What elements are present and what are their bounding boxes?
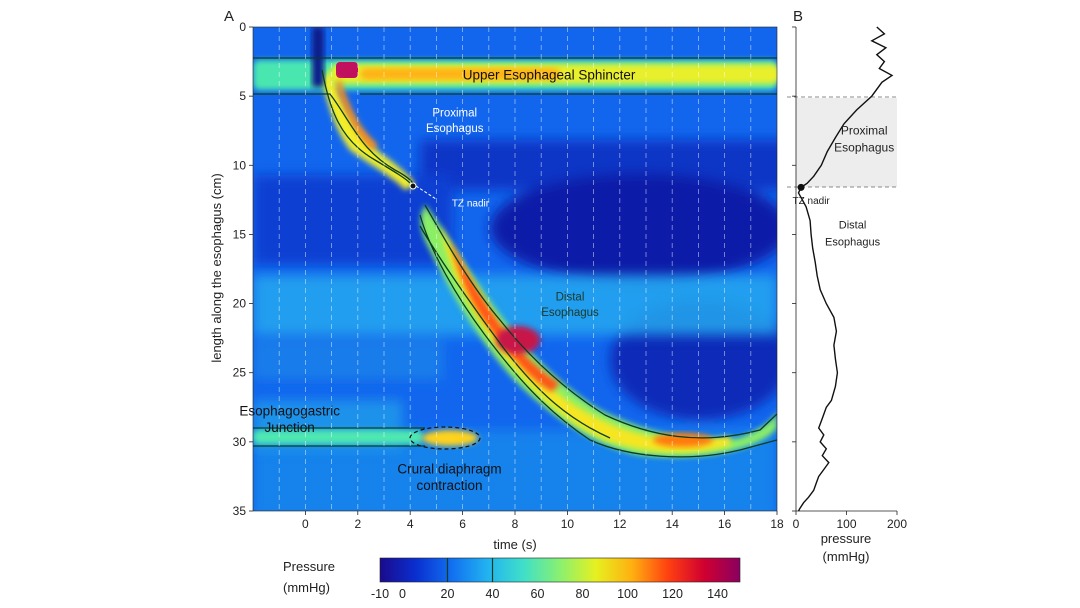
crural-diaphragm-ellipse: [409, 426, 481, 450]
profile-region-label: Distal: [839, 220, 867, 232]
time-tick-label: 12: [613, 517, 627, 531]
proximal-region-shade: [796, 98, 897, 187]
heatmap-annotation-label: Proximal: [432, 108, 477, 120]
length-tick-label: 5: [239, 89, 246, 103]
length-tick-label: 0: [239, 20, 246, 34]
profile-x-ticks: 0 100 200: [793, 511, 907, 531]
time-axis-ticks: 0 2 4 6 8 10 12 14 16 18: [302, 511, 784, 531]
time-tick-label: 8: [512, 517, 519, 531]
time-tick-label: 0: [302, 517, 309, 531]
colorbar-title: Pressure: [283, 559, 335, 574]
colorbar-tick-label: 80: [576, 587, 590, 601]
colorbar-tick-label: 40: [486, 587, 500, 601]
heatmap-annotation-label: Esophagus: [426, 123, 484, 135]
length-tick-label: 25: [233, 366, 247, 380]
colorbar-tick-label: 140: [707, 587, 728, 601]
time-tick-label: 16: [718, 517, 732, 531]
profile-region-label: Proximal: [841, 124, 888, 138]
heatmap-annotation-label: Crural diaphragm: [397, 462, 501, 477]
pressure-colorbar: Pressure (mmHg) -10 0 20 40 60 80 100 120 140: [283, 557, 741, 601]
profile-region-label: Esophagus: [825, 236, 881, 248]
tz-nadir-leader: [415, 185, 437, 200]
heatmap-proximal-wave-core: [336, 78, 378, 150]
heatmap-annotation-label: Upper Esophageal Sphincter: [463, 67, 636, 82]
heatmap-annotation-label: Esophagogastric: [239, 403, 340, 418]
heatmap-annotation-label: Esophagus: [541, 307, 599, 319]
profile-x-label: pressure: [821, 531, 872, 546]
time-tick-label: 6: [459, 517, 466, 531]
colorbar-tick-label: 100: [617, 587, 638, 601]
colorbar-tick-label: -10: [371, 587, 389, 601]
length-tick-label: 20: [233, 297, 247, 311]
heatmap-egj: [253, 430, 423, 444]
colorbar-tick-label: 20: [441, 587, 455, 601]
length-tick-label: 35: [233, 504, 247, 518]
heatmap-annotation-label: TZ nadir: [452, 199, 490, 210]
profile-region-labels: Proximal Esophagus TZ nadir Distal Esophagus: [793, 124, 895, 249]
heatmap-annotation-label: Distal: [556, 292, 585, 304]
profile-region-label: TZ nadir: [793, 196, 831, 207]
length-axis-ticks: 0 5 10 15 20 25 30 35: [233, 20, 253, 518]
time-tick-label: 2: [354, 517, 361, 531]
heatmap-annotations: Upper Esophageal Sphincter Proximal Esopha…: [239, 67, 635, 493]
colorbar-tick-label: 60: [531, 587, 545, 601]
length-tick-label: 30: [233, 435, 247, 449]
time-tick-label: 14: [666, 517, 680, 531]
pressure-profile-line: [797, 26, 894, 512]
length-tick-label: 15: [233, 227, 247, 241]
profile-x-tick-label: 0: [793, 517, 800, 531]
profile-y-ticks: [792, 26, 796, 512]
colorbar-unit: (mmHg): [283, 580, 330, 595]
length-tick-label: 10: [233, 158, 247, 172]
heatmap-crural-diaphragm: [422, 430, 478, 446]
profile-region-label: Esophagus: [834, 140, 894, 154]
profile-x-unit: (mmHg): [823, 549, 870, 564]
time-tick-label: 4: [407, 517, 414, 531]
time-tick-label: 10: [561, 517, 575, 531]
colorbar-gradient: [379, 557, 741, 583]
profile-x-tick-label: 100: [836, 517, 856, 531]
colorbar-tick-label: 120: [662, 587, 683, 601]
time-tick-label: 18: [770, 517, 784, 531]
panel-a-letter: A: [224, 8, 234, 25]
time-axis-label: time (s): [493, 537, 536, 552]
pressure-profile-panel: 0 100 200 Proximal Esophagus TZ nadir Distal E…: [787, 26, 907, 564]
heatmap-artifact: [312, 27, 324, 87]
profile-x-tick-label: 200: [887, 517, 907, 531]
length-axis-label: length along the esophagus (cm): [209, 173, 224, 362]
pressure-topography-heatmap: [253, 27, 777, 511]
tz-nadir-marker-a: [409, 182, 417, 190]
colorbar-tick-label: 0: [399, 587, 406, 601]
panel-b-letter: B: [793, 8, 803, 25]
heatmap-annotation-label: Junction: [265, 420, 315, 435]
tz-nadir-marker-b: [797, 183, 805, 191]
heatmap-annotation-label: contraction: [416, 478, 482, 493]
colorbar-ticks: -10 0 20 40 60 80 100 120 140: [371, 558, 728, 601]
